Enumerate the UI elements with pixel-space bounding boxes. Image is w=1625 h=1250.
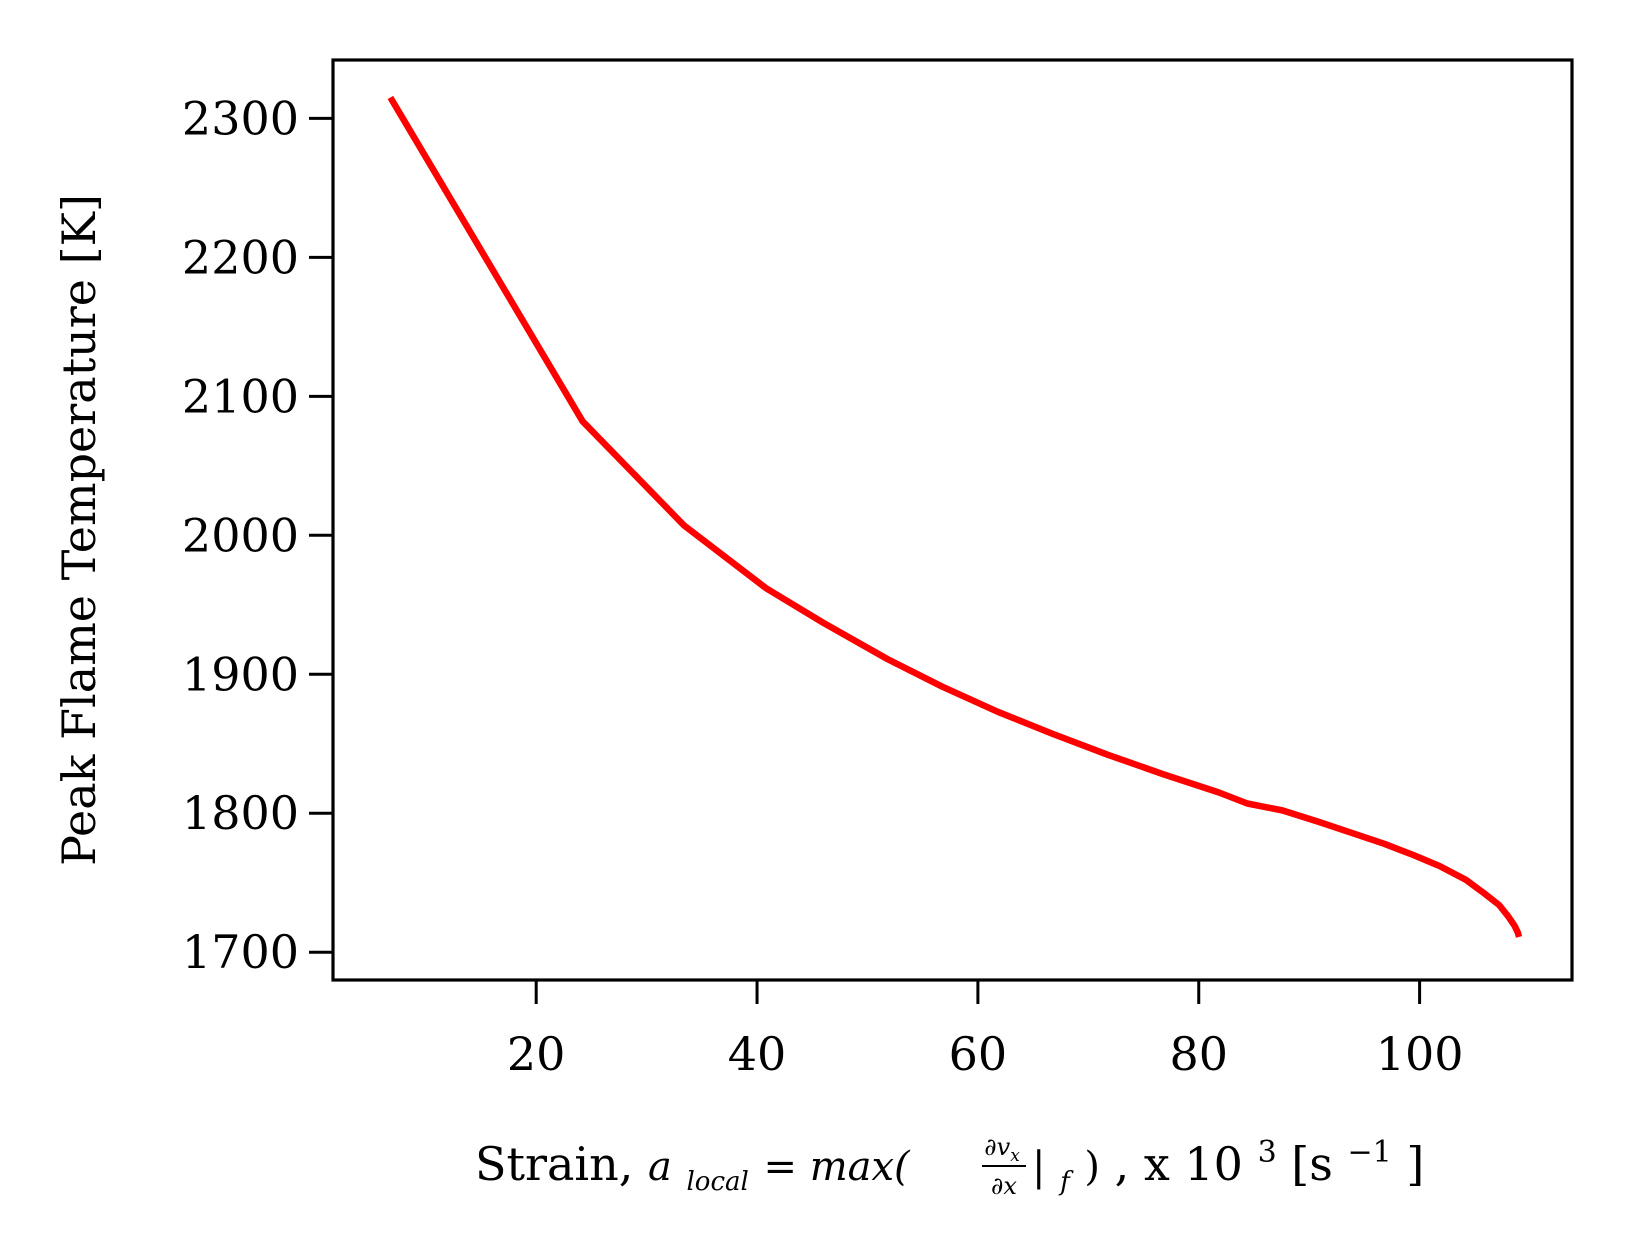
x-label-math-bar-sub: f: [1058, 1167, 1074, 1197]
x-label-unit-close: ]: [1406, 1137, 1424, 1191]
x-label-frac-num: ∂v: [984, 1133, 1010, 1161]
svg-text:∂vx: ∂vx: [984, 1133, 1020, 1166]
y-tick-label: 2100: [182, 369, 299, 423]
x-axis-ticks: 20 40 60 80 100: [507, 980, 1464, 1081]
x-label-math-bar: |: [1032, 1144, 1045, 1190]
x-tick-label: 20: [507, 1027, 566, 1081]
x-tick-label: 100: [1376, 1027, 1464, 1081]
svg-text:| f ) , x 10: | f ) , x 10 3 [s −1 ]: [1032, 1119, 1424, 1201]
y-tick-label: 1900: [182, 647, 299, 701]
y-tick-label: 2300: [182, 91, 299, 145]
y-tick-label: 1800: [182, 786, 299, 840]
svg-text:Strain, a local: Strain, a local = max(: [475, 1137, 911, 1201]
y-axis-label: Peak Flame Temperature [K]: [52, 194, 106, 866]
y-axis-ticks: 1700 1800 1900 2000 2100 2200 2300: [182, 91, 333, 979]
x-axis-label: Strain, a local = max( ∂vx ∂x | f ) , x …: [475, 1119, 1424, 1201]
x-tick-label: 60: [949, 1027, 1008, 1081]
x-label-suffix-sup: 3: [1258, 1135, 1277, 1170]
x-label-frac-num-sub: x: [1010, 1146, 1020, 1166]
x-label-math-a: a: [648, 1144, 672, 1190]
axes-frame: [331, 58, 1574, 982]
x-label-unit-sup: −1: [1347, 1135, 1391, 1170]
x-label-suffix: , x 10: [1115, 1137, 1243, 1191]
x-label-math-eq: = max(: [763, 1144, 911, 1190]
y-tick-label: 1700: [182, 925, 299, 979]
x-label-frac-den: ∂x: [991, 1172, 1017, 1200]
x-tick-label: 80: [1169, 1027, 1228, 1081]
y-tick-label: 2000: [182, 508, 299, 562]
series-line-peak-temperature: [387, 95, 1523, 938]
x-label-unit-open: [s: [1291, 1137, 1333, 1191]
x-label-math-sub: local: [686, 1167, 748, 1197]
x-label-prefix: Strain,: [475, 1137, 648, 1191]
x-label-math-close: ): [1084, 1144, 1100, 1190]
y-tick-label: 2200: [182, 230, 299, 284]
x-tick-label: 40: [728, 1027, 787, 1081]
